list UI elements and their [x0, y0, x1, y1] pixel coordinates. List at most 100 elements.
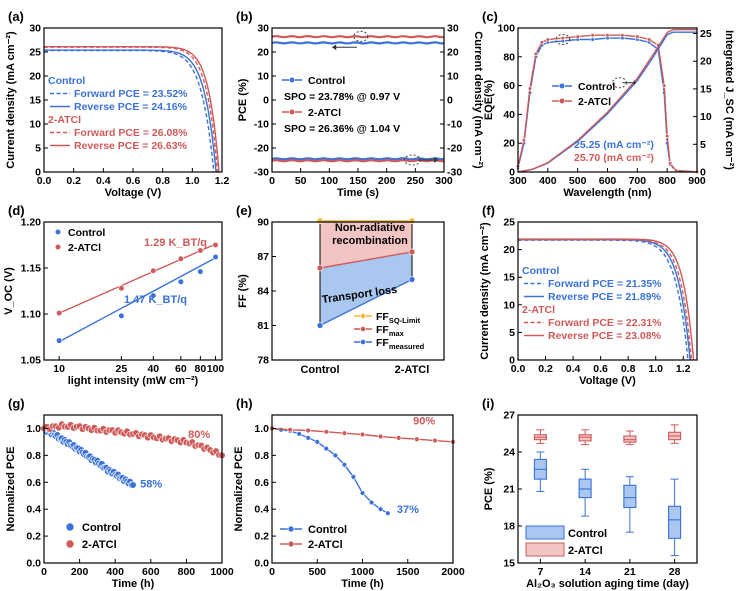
- data-point: [314, 439, 320, 445]
- axes-frame: [43, 414, 223, 564]
- annotation-text: 1.47 K_BT/q: [124, 294, 187, 306]
- panel-label: (f): [482, 203, 495, 218]
- annotation-text: 90%: [413, 415, 435, 427]
- x-tick-label: 200: [71, 566, 89, 578]
- data-point: [212, 241, 219, 249]
- x-tick-label: 14: [579, 566, 591, 578]
- panel-i: 15 18 21 24 27 7 14 21 28 (i) Al₂O₃ solution aging…: [482, 396, 698, 590]
- y-tick-label: 0: [509, 167, 515, 179]
- legend-box: [525, 542, 565, 557]
- legend-text: Control: [68, 227, 105, 239]
- data-point: [129, 481, 137, 489]
- y-tick-label: 25: [29, 47, 41, 59]
- data-point: [377, 506, 384, 512]
- data-point: [432, 437, 438, 444]
- data-point: [150, 292, 157, 299]
- y-tick-label: 20: [503, 244, 515, 256]
- series-line: [319, 278, 413, 327]
- data-point: [305, 427, 311, 434]
- legend-text: SPO = 26.36% @ 1.04 V: [284, 123, 400, 135]
- y-tick-label: 5: [35, 143, 41, 155]
- y-tick-label: 0.2: [254, 531, 269, 543]
- x-tick-label: 28: [669, 566, 681, 578]
- y-tick-label: 5: [509, 327, 515, 339]
- series-line: [271, 158, 445, 163]
- legend-marker: [287, 540, 295, 548]
- y-tick-label: 0.6: [26, 477, 41, 489]
- data-point: [605, 33, 610, 38]
- y2-axis-label: Current density (mA cm⁻²): [472, 31, 484, 169]
- data-point: [316, 264, 324, 272]
- legend-text: Reverse PCE = 26.63%: [74, 140, 188, 152]
- data-point: [662, 83, 667, 88]
- data-point: [150, 267, 157, 274]
- highlight-circle: [353, 30, 369, 42]
- y-tick-label: 30: [257, 23, 269, 35]
- y-tick-label: 24: [503, 447, 515, 459]
- y2-tick-label: 0: [700, 167, 706, 179]
- x-axis-label: Al₂O₃ solution aging time (day): [526, 578, 689, 590]
- y2-tick-label: -30: [447, 167, 462, 179]
- y-tick-label: 20: [257, 47, 269, 59]
- y-tick-label: 1.0: [26, 423, 41, 435]
- legend-marker: [360, 339, 366, 345]
- annotation-text: 25.25 (mA cm⁻²): [574, 139, 654, 151]
- data-point: [56, 337, 63, 344]
- y-tick-label: 0.0: [254, 558, 269, 570]
- y-tick-label: 0: [35, 167, 41, 179]
- arrow-head: [434, 157, 439, 163]
- x-tick-label: 40: [147, 363, 159, 375]
- data-point: [323, 429, 329, 435]
- data-point: [323, 445, 329, 452]
- legend-text: Control: [308, 524, 347, 536]
- x-tick-label: 1.0: [185, 175, 200, 187]
- y2-tick-label: 20: [447, 47, 459, 59]
- legend-box: [525, 525, 565, 540]
- y2-tick-label: 20: [700, 56, 712, 68]
- y-tick-label: 18: [503, 521, 515, 533]
- x-tick-label: 300: [435, 175, 453, 187]
- panel-d: 10 25 40 60 80 100 1.05 1.10 1.15 1.20(d) light in…: [3, 203, 224, 387]
- panel-h: 0 500 1000 1500 2000 0.0 0.2 0.4 0.6 0.8 1.0(h) Tim…: [233, 396, 465, 590]
- legend-header: Control: [522, 265, 559, 277]
- box-body: [623, 484, 637, 509]
- y-tick-label: 21: [503, 484, 515, 496]
- box-body: [578, 478, 592, 499]
- legend-marker: [558, 82, 566, 90]
- panel-label: (i): [482, 396, 494, 411]
- box-body: [668, 505, 682, 539]
- x-tick-label: 1000: [210, 566, 234, 578]
- data-point: [545, 37, 550, 42]
- y-tick-label: 0.0: [26, 558, 41, 570]
- series-line: [319, 251, 413, 269]
- panel-label: (d): [8, 203, 25, 218]
- data-point: [668, 161, 673, 166]
- data-point: [385, 510, 391, 516]
- y2-tick-label: 0: [447, 95, 453, 107]
- panel-g: 0 200 400 600 800 1000 0.0 0.2 0.4 0.6 0.8 1.0(g) Ti…: [5, 396, 234, 590]
- y2-axis-label: Integrated J_SC (mA cm⁻²): [723, 30, 735, 170]
- data-point: [560, 35, 565, 41]
- legend-text: 2-ATCl: [568, 545, 603, 557]
- y-tick-label: 100: [497, 23, 515, 35]
- y-tick-label: 15: [29, 95, 41, 107]
- x-tick-label: 1.2: [676, 363, 691, 375]
- x-tick-label: 800: [658, 175, 676, 187]
- x-tick-label: 0.2: [66, 175, 81, 187]
- x-tick-label: 600: [599, 175, 617, 187]
- highlight-circle: [555, 34, 571, 46]
- y-axis-label: PCE (%): [237, 78, 249, 121]
- legend-text: Control: [308, 75, 345, 87]
- y-tick-label: 10: [29, 119, 41, 131]
- y-tick-label: -20: [254, 143, 269, 155]
- annotation-text: 58%: [140, 479, 162, 491]
- y-tick-label: -10: [254, 119, 269, 131]
- data-point: [396, 435, 402, 441]
- panel-c: 300 400 500 600 700 800 9000204060801000510152…: [482, 9, 735, 199]
- x-tick-label: 250: [407, 175, 425, 187]
- y2-tick-label: 30: [447, 23, 459, 35]
- y-tick-label: 15: [503, 558, 515, 570]
- panel-a: 0.0 0.2 0.4 0.6 0.8 1.0 1.2 0 5 10 15 20 25 30 (a) Volt…: [5, 9, 229, 199]
- y-tick-label: 0: [509, 355, 515, 367]
